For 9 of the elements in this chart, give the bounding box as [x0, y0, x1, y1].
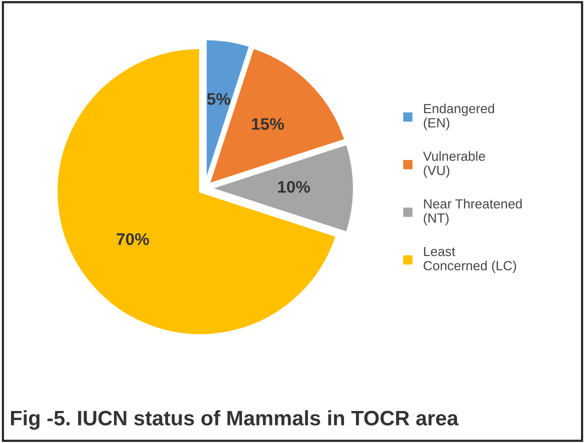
legend-label: Endangered (EN) [424, 104, 494, 130]
legend-label: Near Threatened (NT) [424, 198, 522, 226]
data-label: 10% [278, 180, 310, 193]
data-label: 15% [252, 118, 284, 130]
data-label: 70% [116, 233, 149, 246]
text: Fig -5. IUCN status of Mammals in TOCR area [11, 410, 459, 430]
data-label: 5% [207, 93, 230, 105]
legend-label: Vulnerable (VU) [423, 151, 486, 178]
legend-label: Least Concerned (LC) [424, 246, 516, 273]
